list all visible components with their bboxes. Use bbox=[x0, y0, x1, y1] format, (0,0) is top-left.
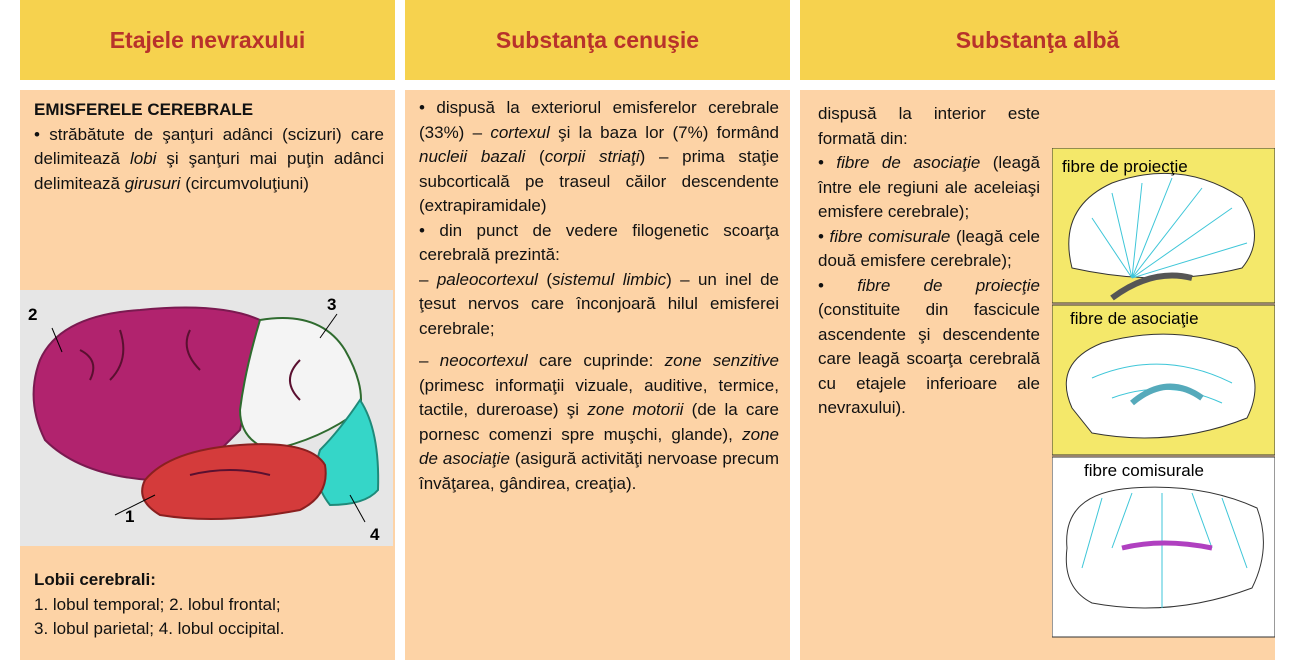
italic-text: corpii striaţi bbox=[544, 147, 640, 166]
cell: • dispusă la exteriorul emisferelor cere… bbox=[405, 90, 790, 660]
text: (asigură activităţi nervoase precum învă… bbox=[419, 449, 779, 493]
text: • străbătute de şanţuri adânci (scizuri)… bbox=[34, 124, 384, 169]
text: – bbox=[419, 269, 437, 289]
text: • din punct de vedere filogenetic scoarţ… bbox=[419, 220, 779, 265]
text: (de la care pornesc comenzi spre muşchi,… bbox=[419, 400, 779, 444]
text: şi şanţuri mai puţin adânci delimitează bbox=[34, 149, 384, 193]
italic-text: fibre de proiecţie bbox=[857, 275, 1040, 295]
cell: EMISFERELE CEREBRALE • străbătute de şan… bbox=[20, 90, 395, 660]
text: şi la baza lor (7%) formând bbox=[549, 122, 779, 142]
italic-text: zone senzitive bbox=[664, 351, 779, 370]
paragraphs: dispusă la interior este formată din: • f… bbox=[818, 102, 1040, 421]
italic-text: nucleii bazali bbox=[419, 147, 526, 166]
lobes-line: 3. lobul parietal; 4. lobul occipital. bbox=[34, 619, 285, 638]
header-cell: Substanţa albă bbox=[800, 0, 1275, 80]
brain-figure: 1 2 3 4 bbox=[20, 290, 393, 546]
heading: EMISFERELE CEREBRALE bbox=[34, 100, 254, 119]
paragraph: • fibre de proiecţie (constituite din fa… bbox=[818, 274, 1040, 421]
text-block: EMISFERELE CEREBRALE • străbătute de şan… bbox=[34, 98, 384, 196]
figure-label: 3 bbox=[327, 295, 336, 314]
paragraph: – paleocortexul (sistemul limbic) – un i… bbox=[419, 268, 779, 342]
text: • bbox=[818, 153, 837, 172]
italic-text: cortexul bbox=[490, 122, 550, 142]
text: (leagă cele două emisfere cerebrale); bbox=[818, 226, 1040, 271]
figure-label: fibre comisurale bbox=[1084, 461, 1204, 480]
italic-text: fibre de asociaţie bbox=[836, 153, 981, 172]
paragraph: • fibre comisurale (leagă cele două emis… bbox=[818, 225, 1040, 274]
lobes-line: 1. lobul temporal; 2. lobul frontal; bbox=[34, 594, 281, 614]
figure-label: 1 bbox=[125, 507, 134, 526]
lobes-title: Lobii cerebrali: bbox=[34, 570, 156, 589]
text: care cuprinde: bbox=[527, 351, 665, 370]
text: ) – un inel de ţesut nervos care înconjo… bbox=[419, 269, 779, 338]
figure-label: 2 bbox=[28, 305, 37, 324]
text: (constituite din fascicule ascendente şi… bbox=[818, 300, 1040, 417]
italic-text: paleocortexul bbox=[436, 269, 538, 289]
text: • bbox=[818, 275, 858, 295]
header: Substanţa albă bbox=[955, 26, 1120, 53]
text: • bbox=[818, 226, 830, 246]
text: (leagă între ele regiuni ale aceleiaşi e… bbox=[818, 153, 1040, 221]
text: (circumvoluţiuni) bbox=[180, 173, 309, 193]
paragraphs: • dispusă la exteriorul emisferelor cere… bbox=[419, 96, 779, 496]
italic-text: zone de asociaţie bbox=[419, 424, 779, 469]
paragraph: – neocortexul care cuprinde: zone senzit… bbox=[419, 349, 779, 496]
header: Substanţa cenuşie bbox=[495, 26, 700, 53]
header-cell: Etajele nevraxului bbox=[20, 0, 395, 80]
paragraph: dispusă la interior este formată din: bbox=[818, 102, 1040, 151]
paragraph: • străbătute de şanţuri adânci (scizuri)… bbox=[34, 123, 384, 197]
paragraph: • fibre de asociaţie (leagă între ele re… bbox=[818, 151, 1040, 225]
italic-text: sistemul limbic bbox=[551, 269, 667, 289]
paragraphs: • străbătute de şanţuri adânci (scizuri)… bbox=[34, 123, 384, 197]
italic-text: girusuri bbox=[124, 173, 181, 193]
text: ( bbox=[525, 147, 545, 166]
text: ( bbox=[537, 269, 552, 289]
paragraph: • dispusă la exteriorul emisferelor cere… bbox=[419, 96, 779, 219]
italic-text: fibre comisurale bbox=[829, 226, 951, 246]
figure-label: fibre de asociaţie bbox=[1070, 309, 1199, 328]
figure-label: fibre de proiecţie bbox=[1062, 157, 1188, 176]
cell: dispusă la interior este formată din: • f… bbox=[800, 90, 1275, 660]
text: (primesc informaţii vizuale, auditive, t… bbox=[419, 375, 779, 420]
italic-text: lobi bbox=[129, 149, 157, 168]
italic-text: neocortexul bbox=[439, 351, 528, 370]
figure-label: 4 bbox=[370, 525, 380, 544]
text: dispusă la interior este formată din: bbox=[818, 104, 1040, 148]
text: – bbox=[419, 351, 440, 370]
italic-text: zone motorii bbox=[587, 400, 684, 419]
header: Etajele nevraxului bbox=[109, 26, 306, 53]
header-cell: Substanţa cenuşie bbox=[405, 0, 790, 80]
paragraph: • din punct de vedere filogenetic scoarţ… bbox=[419, 219, 779, 268]
text: • dispusă la exteriorul emisferelor cere… bbox=[419, 98, 779, 142]
lobes-block: Lobii cerebrali: 1. lobul temporal; 2. l… bbox=[34, 568, 389, 642]
text: ) – prima staţie subcorticală pe traseul… bbox=[419, 147, 779, 215]
fibre-figures: fibre de proiecţie fibre de asociaţie fi… bbox=[1052, 148, 1275, 638]
